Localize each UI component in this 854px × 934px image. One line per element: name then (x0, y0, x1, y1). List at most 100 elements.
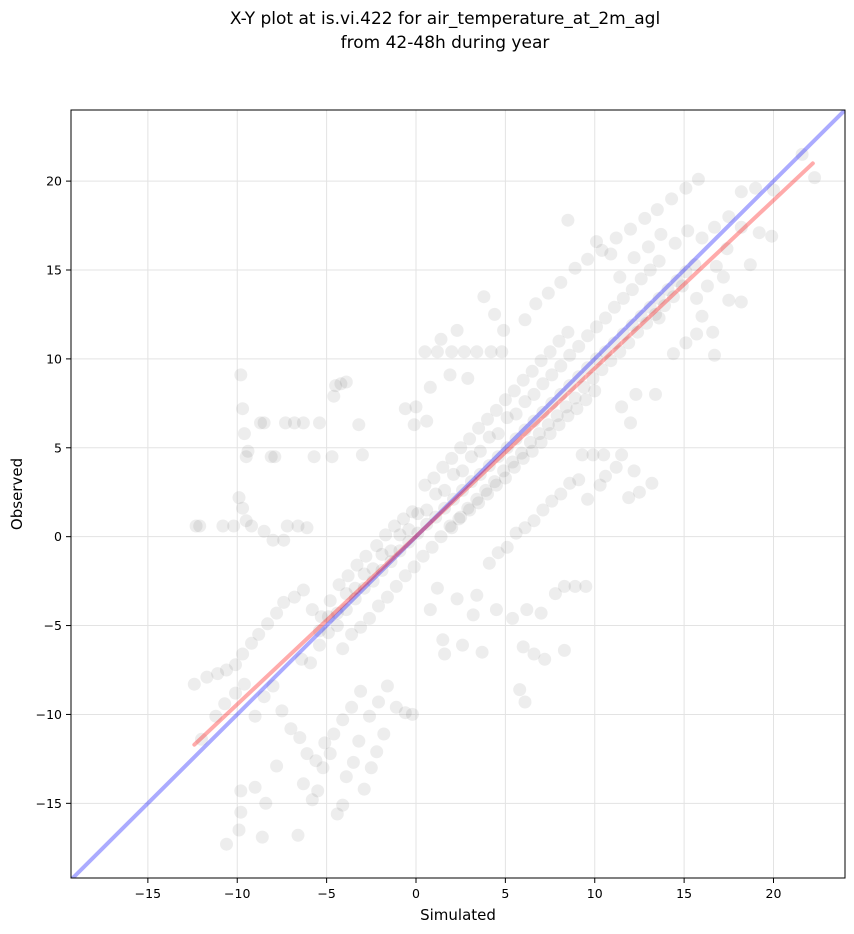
data-point (200, 670, 214, 684)
data-point (590, 320, 603, 334)
data-point (304, 656, 317, 670)
data-point (407, 418, 421, 432)
data-point (450, 323, 464, 337)
data-point (518, 695, 532, 709)
data-point (402, 535, 416, 549)
data-point (384, 544, 398, 558)
data-point (389, 700, 403, 714)
data-point (734, 185, 748, 199)
data-point (615, 400, 629, 414)
data-point (264, 450, 278, 464)
grid (71, 110, 845, 878)
data-point (456, 638, 469, 652)
data-point (284, 722, 298, 736)
data-point (525, 444, 539, 458)
data-point (627, 464, 641, 478)
data-point (375, 547, 389, 561)
data-point (257, 524, 271, 538)
data-point (498, 393, 512, 407)
data-point (463, 503, 477, 517)
data-point (808, 171, 822, 185)
data-point (579, 579, 593, 593)
data-point (270, 606, 284, 620)
data-point (624, 222, 637, 236)
data-point (475, 645, 489, 659)
data-point (313, 638, 326, 652)
data-point (296, 416, 310, 430)
data-point (236, 402, 250, 416)
data-point (679, 336, 693, 350)
data-point (491, 450, 505, 464)
data-point (245, 636, 258, 650)
data-point (604, 247, 618, 261)
data-point (189, 519, 203, 533)
data-point (552, 334, 566, 348)
data-point (372, 599, 385, 613)
data-point (641, 240, 655, 254)
data-point (463, 432, 477, 446)
data-point (720, 242, 734, 256)
data-point (339, 770, 353, 784)
x-tick-label: −5 (317, 886, 335, 901)
data-point (232, 823, 246, 837)
data-point (443, 519, 457, 533)
data-point (380, 679, 394, 693)
data-point (291, 519, 305, 533)
data-point (434, 530, 448, 544)
data-point (525, 364, 539, 378)
data-point (261, 617, 275, 631)
data-point (543, 345, 557, 359)
data-point (477, 290, 491, 304)
data-point (538, 652, 552, 666)
data-point (506, 611, 519, 625)
x-tick-label: 15 (676, 886, 692, 901)
data-point (625, 318, 639, 332)
data-point (595, 363, 609, 377)
data-point (529, 297, 543, 311)
data-point (581, 252, 595, 266)
data-point (350, 558, 364, 572)
data-point (420, 414, 434, 428)
data-point (311, 784, 325, 798)
data-point (418, 345, 432, 359)
data-point (675, 279, 689, 293)
data-point (563, 348, 577, 362)
data-point (359, 549, 373, 563)
data-point (236, 647, 250, 661)
data-point (581, 361, 595, 375)
data-point (393, 544, 407, 558)
data-point (568, 579, 582, 593)
data-point (254, 416, 267, 430)
data-point (296, 777, 310, 791)
data-point (295, 652, 309, 666)
data-point (364, 761, 378, 775)
data-point (330, 807, 344, 821)
data-point (609, 231, 623, 245)
data-point (209, 709, 223, 723)
data-point (554, 387, 568, 401)
data-point (679, 181, 693, 195)
data-point (550, 409, 564, 423)
data-point (454, 510, 468, 524)
data-point (354, 620, 368, 634)
data-point (491, 427, 505, 441)
data-point (624, 416, 637, 430)
data-point (708, 348, 721, 362)
data-point (237, 427, 251, 441)
data-point (752, 226, 766, 240)
data-point (632, 485, 646, 499)
data-point (554, 275, 568, 289)
data-point (352, 734, 366, 748)
data-point (700, 279, 714, 293)
y-tick-label: −10 (36, 707, 62, 722)
x-axis-label: Simulated (420, 906, 496, 924)
data-point (482, 430, 496, 444)
data-point (643, 263, 657, 277)
data-point (690, 291, 704, 305)
data-point (321, 626, 335, 640)
data-point (470, 345, 484, 359)
data-point (339, 603, 353, 617)
data-point (187, 677, 201, 691)
data-point (430, 581, 444, 595)
data-point (497, 464, 511, 478)
